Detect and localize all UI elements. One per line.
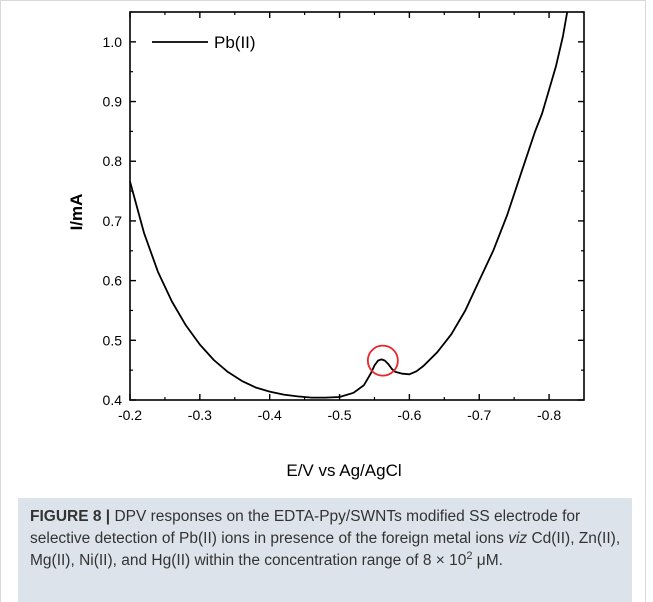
legend-label: Pb(II) [214, 33, 256, 52]
y-tick-label: 0.7 [103, 213, 123, 229]
x-tick-label: -0.8 [537, 407, 561, 423]
peak-highlight-circle [366, 344, 399, 377]
x-tick-label: -0.4 [258, 407, 282, 423]
caption-text-2: Cd(II), Zn(II), Mg(II), Ni(II), and Hg(I… [30, 530, 621, 569]
caption-superscript: 2 [466, 550, 473, 562]
x-axis-label: E/V vs Ag/AgCl [286, 461, 401, 480]
x-tick-label: -0.6 [397, 407, 421, 423]
y-tick-label: 0.8 [103, 153, 123, 169]
caption-label: FIGURE 8 | [30, 508, 111, 525]
y-axis-label: I/mA [67, 194, 86, 231]
ticks: -0.2 -0.3 -0.4 -0.5 -0.6 -0.7 -0.8 0.4 0.5 0.6 0.7… [103, 11, 584, 423]
y-tick-label: 0.6 [103, 273, 123, 289]
x-tick-label: -0.2 [118, 407, 142, 423]
y-tick-label: 0.4 [103, 392, 123, 408]
y-tick-label: 0.9 [103, 94, 123, 110]
line-chart: -0.2 -0.3 -0.4 -0.5 -0.6 -0.7 -0.8 0.4 0.5 0.6 0.7… [67, 11, 585, 480]
series-line-pb-ii [129, 11, 569, 399]
legend: Pb(II) [152, 33, 256, 52]
series-layer [129, 11, 569, 399]
plot-frame [129, 11, 585, 401]
x-tick-label: -0.7 [467, 407, 491, 423]
y-tick-label: 0.5 [103, 332, 123, 348]
caption-text-1: DPV responses on the EDTA-Ppy/SWNTs modi… [30, 508, 581, 547]
caption-unit: μM. [472, 552, 503, 569]
x-tick-label: -0.5 [327, 407, 351, 423]
x-tick-label: -0.3 [188, 407, 212, 423]
figure-caption: FIGURE 8 | DPV responses on the EDTA-Ppy… [30, 506, 628, 572]
caption-box [18, 498, 632, 602]
axes [129, 11, 585, 401]
y-tick-label: 1.0 [103, 34, 123, 50]
caption-viz: viz [508, 530, 528, 547]
